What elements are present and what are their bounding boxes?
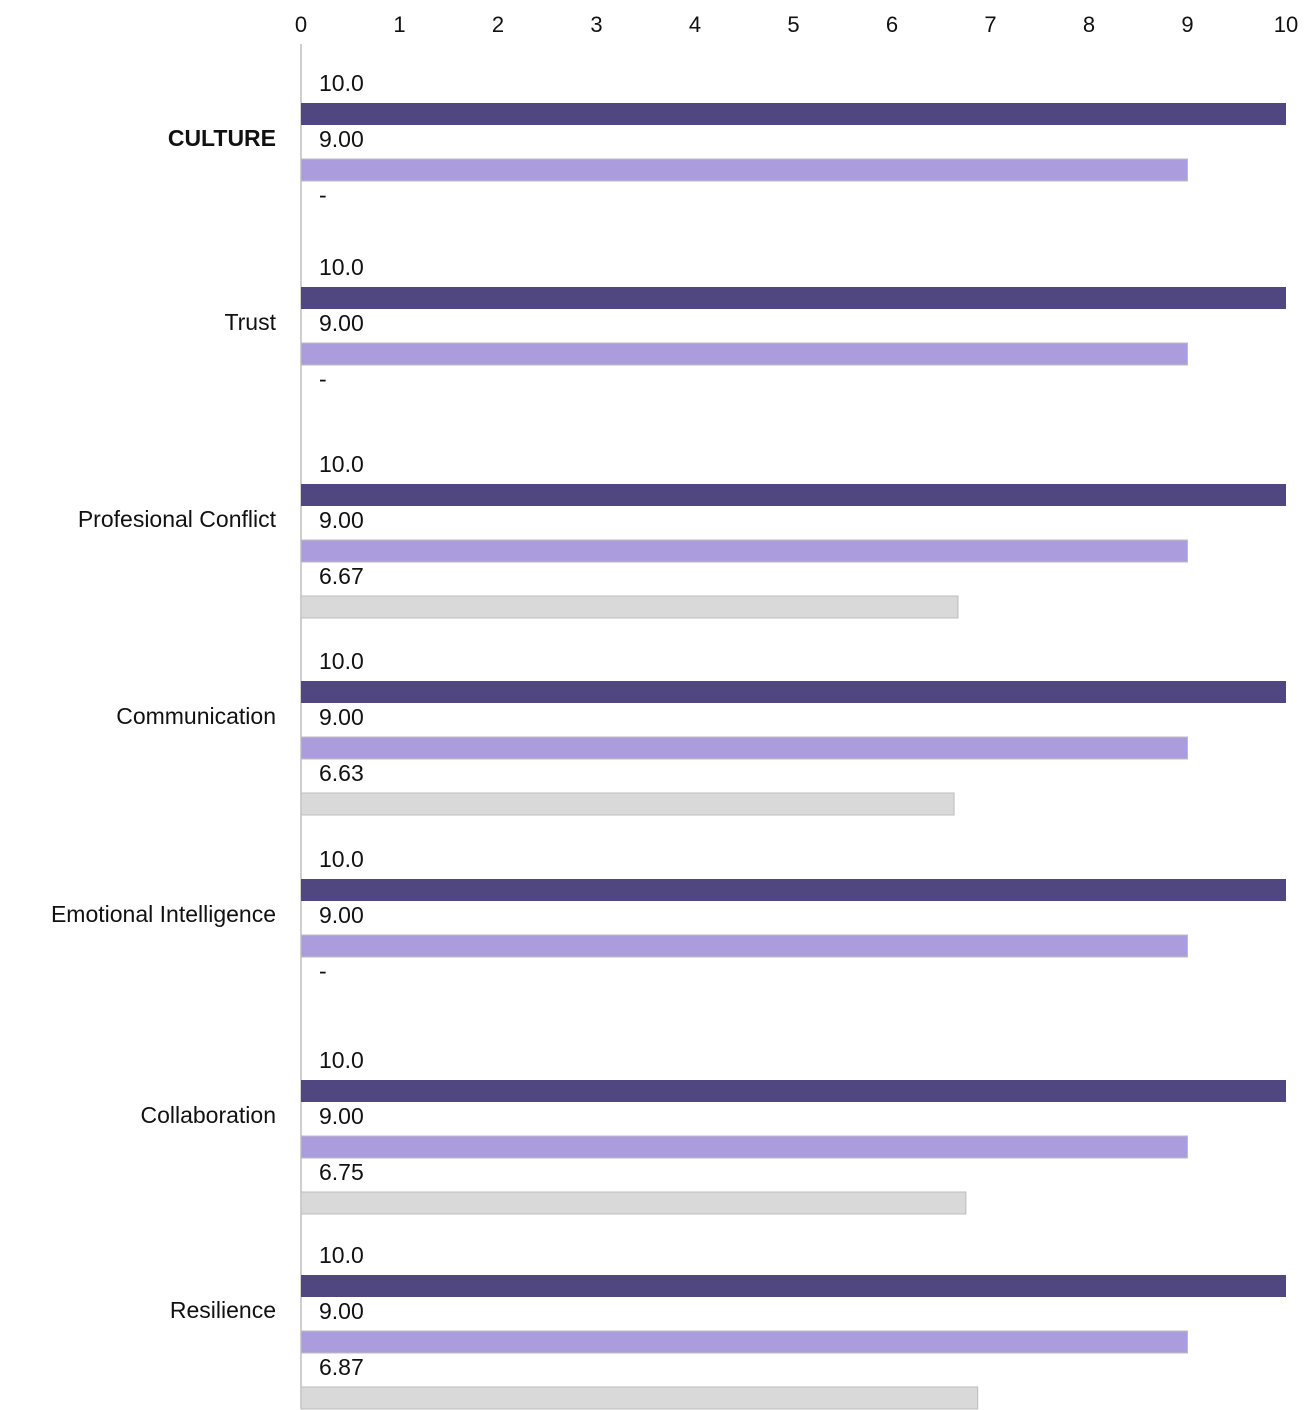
bar-series-2 bbox=[300, 736, 1188, 760]
bar-series-2 bbox=[300, 1330, 1188, 1354]
bar-series-2 bbox=[300, 934, 1188, 958]
bar-series-1 bbox=[301, 879, 1286, 901]
x-tick-label: 1 bbox=[393, 12, 405, 37]
category-label: Resilience bbox=[170, 1297, 276, 1323]
category-label: Communication bbox=[116, 703, 276, 729]
data-label: 6.75 bbox=[319, 1159, 364, 1185]
bar-series-2 bbox=[300, 1135, 1188, 1159]
data-label: 10.0 bbox=[319, 254, 364, 280]
data-label: - bbox=[319, 182, 327, 208]
bar-series-1 bbox=[301, 1275, 1286, 1297]
data-label: 6.87 bbox=[319, 1354, 364, 1380]
data-label: 9.00 bbox=[319, 1298, 364, 1324]
bar-series-1 bbox=[301, 287, 1286, 309]
data-label: 9.00 bbox=[319, 310, 364, 336]
data-label: 10.0 bbox=[319, 70, 364, 96]
data-label: 6.63 bbox=[319, 760, 364, 786]
bar-series-1 bbox=[301, 103, 1286, 125]
x-tick-label: 7 bbox=[984, 12, 996, 37]
x-tick-label: 5 bbox=[787, 12, 799, 37]
bar-series-3 bbox=[300, 595, 959, 619]
data-label: 10.0 bbox=[319, 1047, 364, 1073]
bar-series-3 bbox=[300, 792, 955, 816]
category-label: Trust bbox=[224, 309, 276, 335]
x-tick-label: 10 bbox=[1274, 12, 1298, 37]
data-label: - bbox=[319, 366, 327, 392]
category-label: Collaboration bbox=[140, 1102, 276, 1128]
x-tick-label: 0 bbox=[295, 12, 307, 37]
bar-series-2 bbox=[300, 158, 1188, 182]
x-tick-label: 3 bbox=[590, 12, 602, 37]
data-label: 9.00 bbox=[319, 902, 364, 928]
x-tick-label: 2 bbox=[492, 12, 504, 37]
x-tick-label: 4 bbox=[689, 12, 701, 37]
data-labels: 10.0 10.0 10.0 10.0 10.0 10.0 10.0 9.00 9.00 9.00… bbox=[319, 70, 364, 1380]
data-label: 6.67 bbox=[319, 563, 364, 589]
data-label: 9.00 bbox=[319, 126, 364, 152]
category-label: Emotional Intelligence bbox=[51, 901, 276, 927]
data-label: 10.0 bbox=[319, 648, 364, 674]
data-label: 10.0 bbox=[319, 1242, 364, 1268]
bar-series-2 bbox=[300, 539, 1188, 563]
category-label: CULTURE bbox=[168, 125, 276, 151]
x-axis: 0 1 2 3 4 5 6 7 8 9 10 bbox=[295, 12, 1298, 1408]
bar-series-2 bbox=[300, 342, 1188, 366]
x-tick-label: 9 bbox=[1181, 12, 1193, 37]
data-label: 9.00 bbox=[319, 704, 364, 730]
bar-series-3 bbox=[300, 1386, 979, 1410]
data-label: 10.0 bbox=[319, 846, 364, 872]
x-tick-label: 6 bbox=[886, 12, 898, 37]
data-label: 9.00 bbox=[319, 1103, 364, 1129]
bar-series-3 bbox=[300, 1191, 967, 1215]
category-label: Profesional Conflict bbox=[78, 506, 277, 532]
bar-series-1 bbox=[301, 1080, 1286, 1102]
data-label: 9.00 bbox=[319, 507, 364, 533]
bar-series-1 bbox=[301, 681, 1286, 703]
bars bbox=[300, 103, 1286, 1410]
x-tick-label: 8 bbox=[1083, 12, 1095, 37]
category-labels: CULTURE Trust Profesional Conflict Communic… bbox=[51, 125, 277, 1323]
data-label: - bbox=[319, 958, 327, 984]
bar-series-1 bbox=[301, 484, 1286, 506]
data-label: 10.0 bbox=[319, 451, 364, 477]
